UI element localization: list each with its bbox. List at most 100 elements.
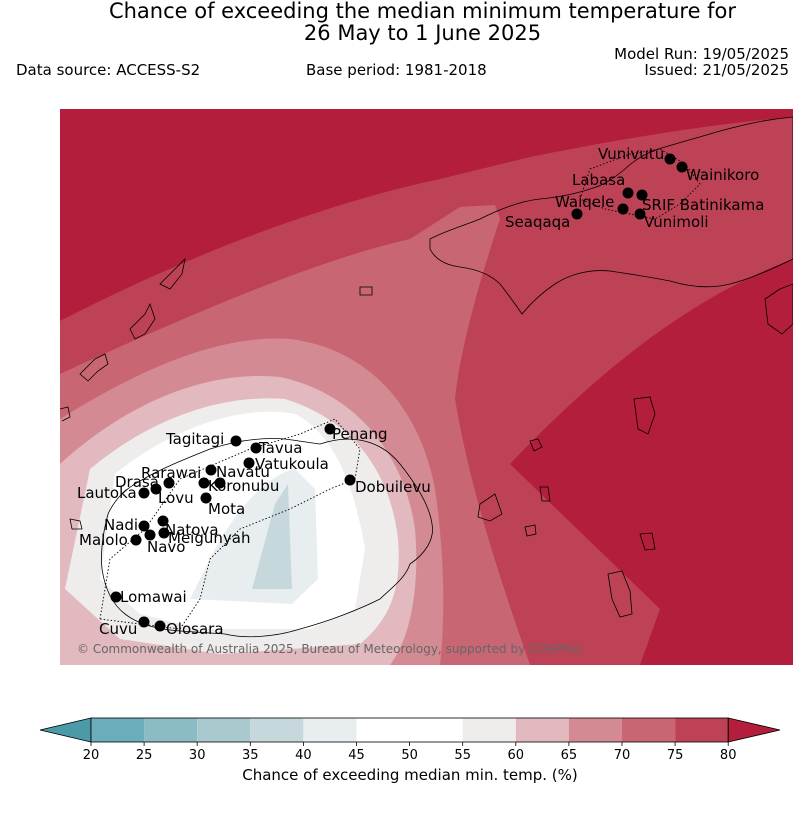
place-label: Dobuilevu	[355, 478, 431, 496]
place-dot	[205, 464, 217, 476]
place-label: Tavua	[258, 439, 302, 457]
colorbar-label: Chance of exceeding median min. temp. (%…	[242, 766, 578, 784]
province-boundaries	[99, 148, 701, 630]
place-label: Vunivutu	[598, 145, 664, 163]
coastlines	[60, 116, 793, 638]
colorbar-tick-label: 40	[295, 748, 312, 762]
place-label: Lautoka	[77, 484, 137, 502]
place-marker: Malolo	[79, 531, 142, 549]
place-marker: Natova	[157, 515, 219, 539]
place-marker: Penang	[324, 423, 387, 443]
place-marker: Cuvu	[99, 616, 150, 638]
place-marker: Koronubu	[198, 477, 279, 495]
place-label: Waiqele	[555, 193, 614, 211]
place-dot	[250, 442, 262, 454]
place-label: Rarawai	[141, 464, 201, 482]
colorbar-tick-label: 60	[508, 748, 525, 762]
place-label: Vunimoli	[644, 213, 709, 231]
place-label: Olosara	[166, 620, 224, 638]
place-marker: Waiqele	[555, 193, 629, 215]
base-period-label: Base period: 1981-2018	[306, 61, 487, 79]
colorbar-tick-label: 35	[242, 748, 259, 762]
colorbar-segment	[675, 718, 729, 742]
colorbar-tick-label: 75	[667, 748, 684, 762]
place-label: Vatukoula	[255, 455, 329, 473]
colorbar-segment	[622, 718, 676, 742]
place-marker: Navo	[144, 529, 185, 556]
place-dot	[344, 474, 356, 486]
place-dot	[154, 620, 166, 632]
colorbar-tick-label: 30	[189, 748, 206, 762]
place-dot	[138, 616, 150, 628]
place-dot	[150, 483, 162, 495]
place-dot	[622, 187, 634, 199]
place-dot	[676, 161, 688, 173]
place-dot	[144, 529, 156, 541]
place-marker: Seaqaqa	[505, 208, 583, 231]
place-label: Meigunyah	[168, 529, 250, 547]
place-dot	[636, 189, 648, 201]
place-label: Nadi	[104, 516, 138, 534]
colorbar-tick-label: 80	[720, 748, 737, 762]
colorbar-segment	[462, 718, 516, 742]
colorbar: 20 25 30 35 40 45 50 55 60 65 70 75 80	[39, 717, 781, 762]
place-dot	[138, 487, 150, 499]
place-label: Lovu	[158, 489, 194, 507]
places-layer: Vunivutu Wainikoro Labasa SRIF Batinikama Wa…	[77, 145, 764, 638]
colorbar-under-arrow	[39, 717, 92, 743]
data-source-label: Data source: ACCESS-S2	[16, 61, 201, 79]
place-label: Wainikoro	[686, 166, 759, 184]
field-35-40	[252, 484, 292, 589]
place-dot	[163, 477, 175, 489]
place-label: Natova	[165, 521, 219, 539]
place-marker: SRIF Batinikama	[636, 189, 764, 214]
colorbar-segment	[303, 718, 357, 742]
place-label: SRIF Batinikama	[642, 196, 764, 214]
place-marker: Lomawai	[110, 588, 187, 606]
place-dot	[158, 527, 170, 539]
place-label: Seaqaqa	[505, 213, 570, 231]
place-marker: Wainikoro	[676, 161, 759, 184]
place-dot	[138, 520, 150, 532]
place-label: Penang	[332, 425, 387, 443]
place-label: Tagitagi	[165, 430, 224, 448]
place-marker: Drasa	[115, 473, 175, 491]
probability-map: Vunivutu Wainikoro Labasa SRIF Batinikama Wa…	[60, 109, 793, 665]
colorbar-segment	[91, 718, 145, 742]
place-marker: Navatu	[214, 463, 270, 489]
place-dot	[634, 208, 646, 220]
colorbar-tick-label: 45	[348, 748, 365, 762]
place-label: Lomawai	[120, 588, 187, 606]
place-label: Koronubu	[208, 477, 279, 495]
colorbar-segment	[568, 718, 622, 742]
place-marker: Rarawai	[141, 464, 217, 482]
place-dot	[243, 457, 255, 469]
place-marker: Mota	[200, 492, 245, 518]
place-marker: Labasa	[572, 171, 634, 199]
place-dot	[230, 435, 242, 447]
colorbar-segment	[409, 718, 463, 742]
place-marker: Vunimoli	[634, 208, 709, 231]
place-marker: Tavua	[250, 439, 302, 457]
place-dot	[198, 477, 210, 489]
place-dot	[110, 591, 122, 603]
place-dot	[664, 153, 676, 165]
colorbar-segment	[250, 718, 304, 742]
copyright-text: © Commonwealth of Australia 2025, Bureau…	[77, 642, 582, 656]
colorbar-tick-label: 50	[401, 748, 418, 762]
place-marker: Nadi	[104, 516, 150, 534]
colorbar-tick-label: 25	[136, 748, 153, 762]
colorbar-tick-label: 65	[561, 748, 578, 762]
colorbar-tick-label: 70	[614, 748, 631, 762]
place-dot	[617, 203, 629, 215]
place-dot	[214, 477, 226, 489]
place-marker: Lautoka	[77, 484, 150, 502]
place-dot	[571, 208, 583, 220]
place-label: Drasa	[115, 473, 159, 491]
place-label: Navo	[147, 538, 185, 556]
place-label: Labasa	[572, 171, 625, 189]
place-marker: Dobuilevu	[344, 474, 431, 496]
colorbar-segment	[515, 718, 569, 742]
colorbar-tick-label: 20	[83, 748, 100, 762]
place-dot	[200, 492, 212, 504]
